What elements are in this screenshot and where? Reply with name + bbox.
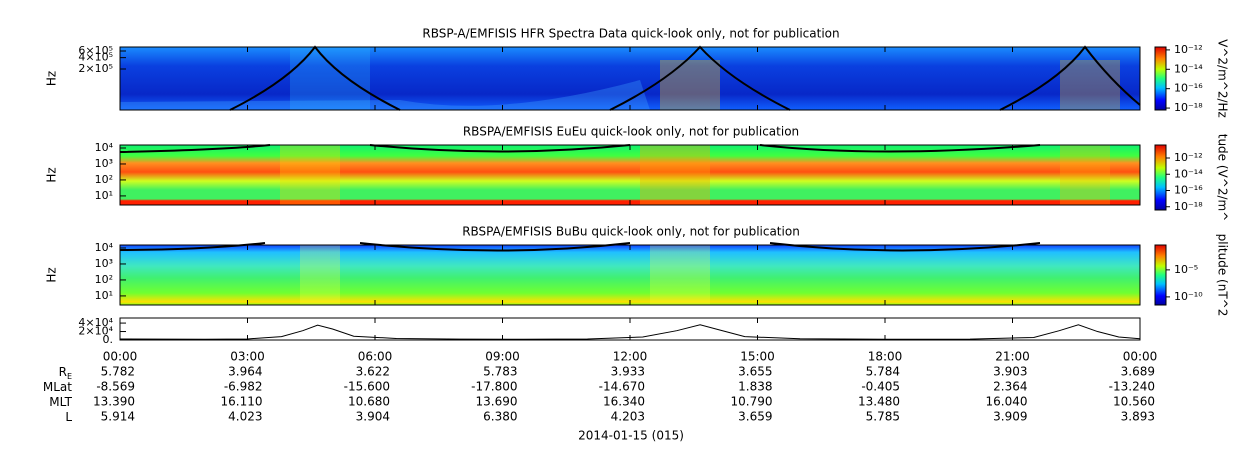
ephemeris-value: 13.690 — [476, 395, 518, 409]
colorbar — [1154, 244, 1167, 306]
y-tick-label: 10¹ — [95, 289, 113, 302]
y-tick-label: 4×10⁵ — [78, 51, 113, 64]
ephemeris-value: 4.203 — [611, 410, 645, 424]
x-tick-label: 03:00 — [230, 350, 265, 364]
ephemeris-value: 3.659 — [738, 410, 772, 424]
ephemeris-label: MLat — [43, 380, 72, 394]
ephemeris-label-text: MLat — [43, 380, 72, 394]
ephemeris-value: 3.903 — [993, 365, 1027, 379]
x-tick-label: 06:00 — [358, 350, 393, 364]
ephemeris-value: 1.838 — [738, 380, 772, 394]
y-tick-label: 2×10⁵ — [78, 62, 113, 75]
ephemeris-value: 5.784 — [866, 365, 900, 379]
ephemeris-value: 13.390 — [93, 395, 135, 409]
colorbar-tick-label: 10⁻⁵ — [1174, 263, 1198, 276]
colorbar-tick-label: 10⁻¹⁶ — [1174, 82, 1203, 95]
colorbar-label: tude (V^2/m^ — [1216, 134, 1230, 222]
y-tick-label: 2×10⁴ — [78, 325, 113, 338]
y-tick-label: 10² — [95, 173, 113, 186]
x-tick-label: 21:00 — [995, 350, 1030, 364]
ephemeris-value: 5.783 — [483, 365, 517, 379]
ephemeris-value: 13.480 — [858, 395, 900, 409]
ephemeris-value: 5.914 — [101, 410, 135, 424]
ephemeris-label-sub: E — [67, 372, 72, 381]
ephemeris-value: 2.364 — [993, 380, 1027, 394]
x-tick-label: 12:00 — [613, 350, 648, 364]
ephemeris-value: 10.790 — [731, 395, 773, 409]
colorbar-tick-label: 10⁻¹⁶ — [1174, 184, 1203, 197]
x-tick-label: 18:00 — [868, 350, 903, 364]
panel-title: RBSP-A/EMFISIS HFR Spectra Data quick-lo… — [422, 27, 839, 41]
colorbar-tick-label: 10⁻¹⁸ — [1174, 101, 1203, 114]
ephemeris-label: L — [65, 410, 72, 424]
y-axis-label: Hz — [45, 71, 59, 86]
ephemeris-value: 10.560 — [1113, 395, 1155, 409]
ephemeris-value: 3.689 — [1121, 365, 1155, 379]
colorbar — [1154, 46, 1167, 111]
ephemeris-value: 16.340 — [603, 395, 645, 409]
ephemeris-value: 5.785 — [866, 410, 900, 424]
colorbar-tick-label: 10⁻¹² — [1174, 151, 1203, 164]
y-tick-label: 10³ — [95, 257, 113, 270]
ephemeris-value: 3.909 — [993, 410, 1027, 424]
date-label: 2014-01-15 (015) — [578, 429, 684, 443]
ephemeris-value: 3.904 — [356, 410, 390, 424]
ephemeris-value: 10.680 — [348, 395, 390, 409]
colorbar-label: plitude (nT^2 — [1216, 234, 1230, 317]
ephemeris-value: 5.782 — [101, 365, 135, 379]
y-tick-label: 0. — [103, 333, 114, 346]
ephemeris-label: RE — [59, 365, 72, 381]
colorbar-label: V^2/m^2/Hz — [1216, 39, 1230, 118]
ephemeris-value: 16.040 — [986, 395, 1028, 409]
ephemeris-label-text: R — [59, 365, 67, 379]
y-tick-label: 10⁴ — [95, 241, 114, 254]
colorbar — [1154, 144, 1167, 211]
colorbar-tick-label: 10⁻¹⁴ — [1174, 62, 1203, 75]
line-series — [119, 324, 1141, 340]
x-tick-label: 00:00 — [1123, 350, 1158, 364]
ephemeris-value: 3.933 — [611, 365, 645, 379]
ephemeris-value: 3.655 — [738, 365, 772, 379]
y-axis-label: Hz — [45, 167, 59, 182]
ephemeris-value: -14.670 — [599, 380, 645, 394]
panel-title: RBSPA/EMFISIS EuEu quick-look only, not … — [463, 125, 799, 139]
ephemeris-value: 4.023 — [228, 410, 262, 424]
colorbar-tick-label: 10⁻¹⁴ — [1174, 167, 1203, 180]
ephemeris-value: -8.569 — [96, 380, 135, 394]
ephemeris-value: -15.600 — [344, 380, 390, 394]
ephemeris-label-text: MLT — [49, 395, 72, 409]
y-tick-label: 10² — [95, 273, 113, 286]
ephemeris-label-text: L — [65, 410, 72, 424]
colorbar-tick-label: 10⁻¹² — [1174, 43, 1203, 56]
y-tick-label: 6×10⁵ — [78, 44, 113, 57]
ephemeris-value: 6.380 — [483, 410, 517, 424]
x-tick-label: 09:00 — [485, 350, 520, 364]
x-tick-label: 00:00 — [103, 350, 138, 364]
ephemeris-value: -0.405 — [861, 380, 900, 394]
ephemeris-value: -6.982 — [224, 380, 263, 394]
y-tick-label: 4×10⁴ — [78, 316, 113, 329]
y-axis-label: Hz — [45, 267, 59, 282]
colorbar-tick-label: 10⁻¹⁸ — [1174, 200, 1203, 213]
panel-title: RBSPA/EMFISIS BuBu quick-look only, not … — [462, 225, 800, 239]
ephemeris-value: -13.240 — [1109, 380, 1155, 394]
ephemeris-value: -17.800 — [471, 380, 517, 394]
y-tick-label: 10¹ — [95, 189, 113, 202]
ephemeris-value: 3.622 — [356, 365, 390, 379]
ephemeris-value: 3.964 — [228, 365, 262, 379]
y-tick-label: 10⁴ — [95, 141, 114, 154]
spectrogram-image — [119, 45, 1141, 305]
ephemeris-value: 3.893 — [1121, 410, 1155, 424]
ephemeris-value: 16.110 — [221, 395, 263, 409]
colorbar-tick-label: 10⁻¹⁰ — [1174, 290, 1203, 303]
ephemeris-label: MLT — [49, 395, 72, 409]
x-tick-label: 15:00 — [740, 350, 775, 364]
y-tick-label: 10³ — [95, 157, 113, 170]
